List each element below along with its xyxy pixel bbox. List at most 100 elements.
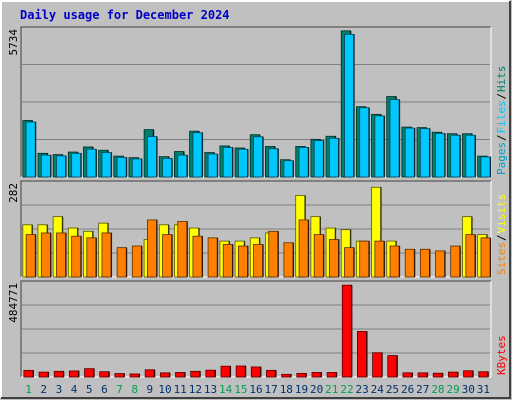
bar-files-day-2: [40, 154, 52, 178]
x-tick-label-day-14: 14: [219, 383, 233, 396]
bar-sites-day-21: [328, 239, 340, 278]
bar-kbytes-day-9: [144, 369, 155, 378]
bar-sites-day-25: [389, 245, 400, 278]
bar-sites-day-11: [177, 221, 188, 278]
bar-kbytes-day-20: [311, 372, 322, 378]
bar-files-day-25: [389, 99, 400, 178]
bar-files-day-16: [253, 136, 264, 178]
bar-files-day-22: [344, 34, 355, 178]
bar-files-day-23: [359, 107, 370, 178]
bar-files-day-27: [419, 128, 431, 178]
x-tick-label-day-25: 25: [386, 383, 399, 396]
bar-kbytes-day-18: [281, 373, 292, 378]
bar-files-day-4: [71, 152, 82, 178]
bar-sites-day-2: [40, 232, 52, 278]
bar-sites-day-5: [86, 237, 97, 278]
bar-sites-day-28: [435, 250, 446, 278]
bar-kbytes-day-26: [402, 372, 413, 378]
bar-kbytes-day-12: [190, 370, 201, 378]
panel-max-label: 484771: [7, 283, 20, 323]
bar-sites-day-31: [480, 237, 491, 278]
x-tick-label-day-26: 26: [401, 383, 414, 396]
bars-visits-sites: [22, 186, 492, 278]
bar-sites-day-4: [71, 235, 82, 278]
bar-kbytes-day-27: [417, 372, 428, 378]
x-tick-label-day-12: 12: [189, 383, 202, 396]
x-tick-label-day-4: 4: [71, 383, 78, 396]
x-axis-day-labels: 1 2 3 4 5 6 7 8 9 10 11 12 13 14 15 16 17 18 19 20 21 22 23 24 2…: [25, 383, 490, 396]
legend-files: Files: [495, 100, 508, 133]
legend-separator: /: [495, 93, 508, 100]
bar-sites-day-12: [192, 235, 203, 278]
bar-files-day-14: [222, 147, 234, 178]
x-tick-label-day-17: 17: [265, 383, 278, 396]
bar-files-day-21: [328, 137, 340, 178]
panel-max-label: 282: [7, 183, 20, 203]
bar-files-day-1: [25, 121, 36, 178]
x-tick-label-day-21: 21: [325, 383, 338, 396]
panel-visits-sites: 282 Sites/Visits: [7, 180, 508, 278]
bar-kbytes-day-13: [205, 369, 216, 378]
bar-kbytes-day-25: [387, 355, 398, 378]
bar-sites-day-19: [298, 219, 309, 278]
bar-sites-day-7: [116, 247, 127, 278]
x-tick-label-day-23: 23: [356, 383, 369, 396]
bar-kbytes-day-1: [23, 369, 34, 378]
x-tick-label-day-15: 15: [234, 383, 247, 396]
bar-files-day-7: [116, 156, 127, 178]
bar-kbytes-day-7: [114, 373, 125, 378]
x-tick-label-day-31: 31: [477, 383, 490, 396]
x-tick-label-day-11: 11: [174, 383, 187, 396]
bar-kbytes-day-19: [296, 372, 307, 378]
plot-border-dark: [20, 280, 491, 377]
bar-kbytes-day-2: [38, 371, 49, 378]
bar-files-day-9: [147, 136, 158, 178]
x-tick-label-day-20: 20: [310, 383, 323, 396]
bar-sites-day-26: [404, 248, 415, 278]
bar-kbytes-day-15: [235, 365, 246, 378]
bar-kbytes-day-31: [478, 371, 489, 378]
bar-sites-day-20: [313, 234, 325, 278]
bar-sites-day-24: [374, 240, 385, 278]
x-tick-label-day-27: 27: [416, 383, 429, 396]
bar-sites-day-3: [56, 232, 67, 278]
bar-sites-day-22: [344, 247, 355, 278]
bar-files-day-20: [313, 140, 325, 178]
x-tick-label-day-10: 10: [158, 383, 171, 396]
bar-sites-day-8: [131, 245, 143, 278]
x-tick-label-day-19: 19: [295, 383, 308, 396]
bar-sites-day-17: [268, 230, 279, 278]
x-tick-label-day-6: 6: [101, 383, 108, 396]
bar-sites-day-1: [25, 234, 36, 278]
bar-sites-day-18: [283, 242, 294, 278]
panel-max-label: 5734: [7, 29, 20, 56]
x-tick-label-day-8: 8: [131, 383, 138, 396]
bar-kbytes-day-28: [432, 372, 444, 378]
bar-sites-day-6: [101, 232, 112, 278]
x-tick-label-day-9: 9: [147, 383, 154, 396]
bars-kbytes: [23, 284, 489, 378]
bar-kbytes-day-8: [129, 373, 140, 378]
bar-sites-day-27: [419, 248, 431, 278]
bar-files-day-13: [207, 153, 218, 178]
bar-files-day-11: [177, 154, 188, 178]
bar-kbytes-day-17: [266, 369, 277, 378]
x-tick-label-day-18: 18: [280, 383, 293, 396]
x-tick-label-day-28: 28: [431, 383, 444, 396]
bar-files-day-6: [101, 152, 112, 178]
bar-files-day-3: [56, 155, 67, 178]
x-tick-label-day-30: 30: [462, 383, 475, 396]
bar-files-day-12: [192, 132, 203, 178]
bar-kbytes-day-23: [357, 331, 368, 378]
bar-kbytes-day-14: [220, 365, 231, 378]
bar-kbytes-day-22: [341, 284, 353, 378]
bar-files-day-29: [450, 134, 461, 178]
legend-separator: /: [495, 134, 508, 141]
bar-files-day-26: [404, 127, 415, 178]
legend-hits: Hits: [495, 66, 508, 93]
bar-files-day-19: [298, 147, 309, 178]
bar-files-day-30: [465, 134, 476, 178]
bar-sites-day-16: [253, 243, 264, 278]
